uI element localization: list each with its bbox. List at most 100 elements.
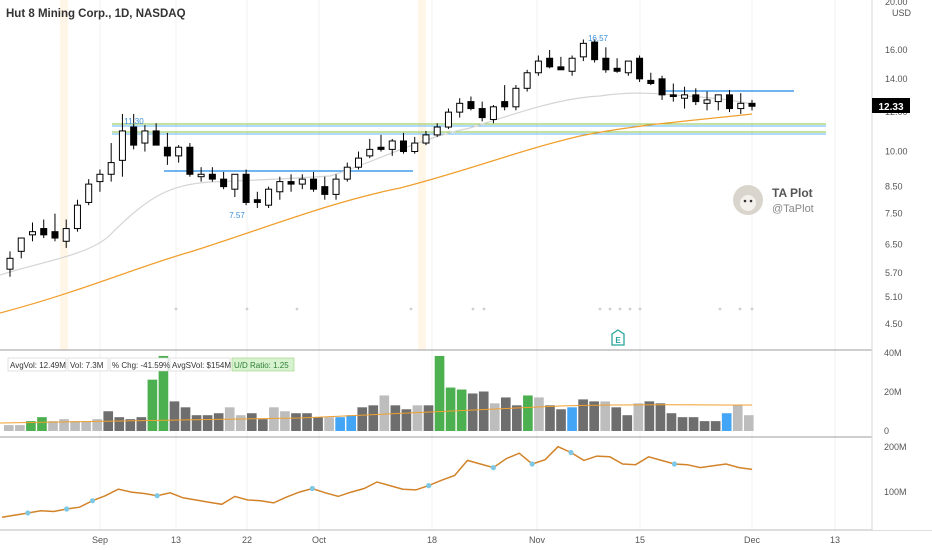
candle-body	[478, 108, 486, 119]
percent-change-stat: % Chg: -41.59%	[112, 361, 170, 370]
candle-body	[557, 66, 565, 71]
avatar-face	[740, 195, 756, 211]
candle-body	[253, 199, 261, 203]
volume-bar	[567, 407, 577, 431]
volume-bar	[732, 405, 743, 431]
candle-body	[726, 94, 734, 110]
candle-body	[332, 178, 340, 195]
volume-bar	[235, 415, 246, 431]
volume-bar	[213, 413, 224, 431]
candle-body	[568, 57, 576, 72]
price-axis-tick: 5.10	[885, 292, 903, 302]
time-axis-label: 22	[242, 535, 252, 545]
price-axis-tick: 4.50	[885, 319, 903, 329]
candle-body	[703, 99, 711, 104]
volume-bar	[688, 417, 699, 431]
candle-body	[163, 146, 171, 157]
volume-bar	[644, 401, 655, 431]
volume-bar	[92, 419, 102, 431]
candle-body	[658, 78, 666, 96]
candle-body	[96, 173, 104, 183]
candle-body	[118, 130, 126, 161]
volume-bar	[500, 397, 511, 431]
volume-bar	[169, 401, 180, 431]
volume-bar	[180, 407, 191, 431]
candle-body	[141, 130, 149, 144]
candle-body	[62, 228, 70, 242]
volume-bar	[467, 393, 478, 431]
time-axis-label: Oct	[312, 535, 327, 545]
candle-body	[613, 67, 621, 72]
candle-body	[28, 231, 36, 236]
price-axis-tick: 6.50	[885, 240, 903, 250]
candle-body	[388, 140, 396, 150]
volume-bar	[202, 415, 213, 431]
price-axis-tick: 16.00	[885, 45, 908, 55]
candle-body	[737, 102, 745, 110]
candle-body	[579, 42, 587, 58]
volume-bar	[655, 403, 666, 431]
candle-body	[130, 126, 138, 146]
candle-body	[40, 228, 48, 236]
vertical-gridlines	[99, 0, 836, 530]
candle-body	[355, 157, 363, 168]
candle-body	[669, 94, 677, 98]
candle-body	[501, 101, 509, 108]
candle-body	[591, 41, 599, 61]
cumulative-line	[1, 445, 753, 519]
candle-body	[265, 188, 273, 206]
volume-bar	[401, 409, 412, 431]
volume-axis-tick: 20M	[884, 387, 902, 397]
candle-body	[624, 60, 632, 74]
session-band	[60, 0, 68, 350]
candle-body	[321, 186, 329, 195]
candle-body	[85, 183, 93, 203]
volume-bar	[622, 415, 633, 431]
time-axis-label: Nov	[529, 535, 546, 545]
candle-body	[6, 257, 14, 270]
cumulative-markers	[25, 449, 678, 516]
cumulative-marker	[426, 483, 432, 489]
price-axis-tick: 20.00	[885, 0, 908, 7]
lower-axis-tick: 100M	[884, 487, 907, 497]
candle-body	[489, 106, 497, 120]
volume-bar	[158, 355, 169, 431]
candle-body	[220, 178, 228, 188]
volume-bar	[15, 425, 25, 431]
candle-body	[231, 173, 239, 190]
level-lines	[112, 90, 826, 172]
candle-body	[523, 72, 531, 89]
candle-body	[433, 126, 441, 136]
candle-body	[546, 57, 554, 68]
volume-bar	[445, 387, 456, 431]
volume-bar	[335, 417, 345, 431]
volume-bar	[26, 421, 36, 431]
volume-bar	[578, 399, 588, 431]
volume-bar	[545, 405, 555, 431]
candle-body	[714, 94, 722, 103]
long-moving-average-line	[0, 113, 753, 314]
volume-bar	[4, 425, 14, 431]
volume-bar	[379, 395, 390, 431]
time-axis-label: 18	[427, 535, 437, 545]
candle-body	[692, 94, 700, 103]
currency-label: USD	[892, 8, 912, 18]
candle-body	[298, 178, 306, 185]
price-axis-tick: 14.00	[885, 74, 908, 84]
volume-bar	[280, 411, 290, 431]
last-price-value: 12.33	[878, 102, 903, 113]
earnings-icon[interactable]: E	[611, 329, 625, 346]
volume-bar	[136, 417, 147, 431]
volume-bar	[368, 405, 379, 431]
time-axis-label: 13	[830, 535, 840, 545]
volume-bar	[125, 419, 136, 431]
volume-bar	[677, 417, 688, 431]
cumulative-marker	[89, 498, 96, 504]
candle-body	[73, 204, 81, 230]
volume-bar	[478, 391, 489, 431]
candle-body	[310, 178, 318, 190]
left-price-label: 11.30	[124, 117, 144, 126]
lower-axis-tick: 200M	[884, 442, 907, 452]
